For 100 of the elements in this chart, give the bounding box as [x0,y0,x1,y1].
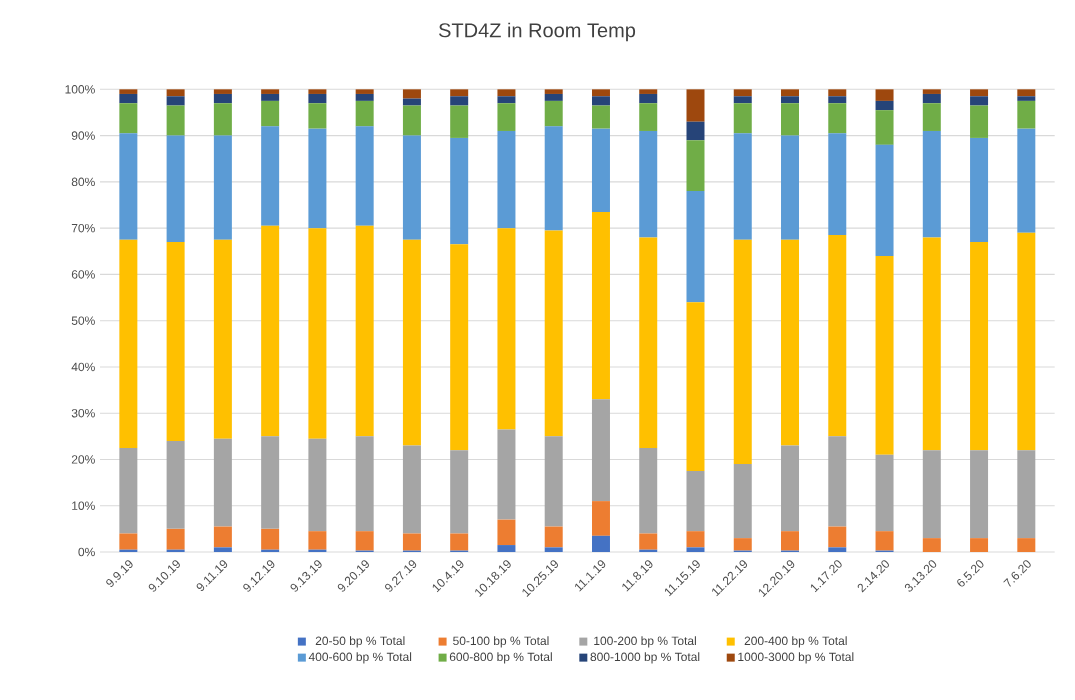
bar [875,454,894,532]
bar [308,228,327,439]
bar [308,103,327,129]
y-tick-label: 0% [78,547,95,557]
y-tick-label: 100% [65,85,95,94]
bar [119,89,138,94]
bar [781,89,800,97]
bar [213,135,232,240]
bar [686,531,705,548]
bar [497,429,516,520]
bar [402,135,421,240]
bar [497,96,516,104]
y-tick-label: 50% [71,316,95,325]
bar [497,228,516,430]
bar [922,130,941,238]
bar [450,105,469,138]
bar [544,436,563,527]
y-tick-label: 20% [71,455,95,464]
bar [261,436,280,529]
bar [402,533,421,551]
bar [213,89,232,94]
bar [355,531,374,551]
bar [875,100,894,111]
legend-label: 50-100 bp % Total [453,636,549,648]
bar [308,93,327,104]
bar [686,471,705,532]
bar [402,239,421,446]
bar [733,103,752,134]
bar [450,137,469,245]
bar [355,436,374,532]
bar [828,133,847,236]
bar [591,128,610,212]
bar [261,100,280,127]
bar [733,538,752,551]
bar [450,244,469,451]
bar [355,225,374,437]
y-tick-label: 40% [71,362,95,372]
bar [166,528,185,550]
bar [402,105,421,136]
bar [544,230,563,437]
bar [1017,128,1036,233]
bar [639,447,658,534]
bar [450,533,469,551]
bar [591,535,610,552]
bar [544,93,563,101]
bar [308,89,327,94]
bar [166,89,185,97]
bar [639,237,658,448]
bar [119,93,138,104]
bar [591,211,610,400]
bar [119,447,138,534]
bar [639,89,658,94]
bar [686,302,705,472]
bar [544,547,563,552]
bar [970,89,989,97]
bar [1017,450,1036,539]
bar [1017,232,1036,451]
bar [733,133,752,240]
bar [970,137,989,243]
bar [733,96,752,104]
bar [213,526,232,548]
y-tick-label: 80% [71,177,95,187]
bar [355,126,374,226]
bar [1017,538,1036,552]
bar [213,103,232,136]
bar [450,96,469,106]
bar [922,450,941,539]
bar [970,450,989,539]
y-tick-label: 10% [72,501,95,510]
bar [686,89,705,122]
bar [497,89,516,97]
bar [402,89,421,99]
bar [922,89,941,94]
bar [875,144,894,256]
bar [922,538,941,552]
bar [497,130,516,229]
bar [261,528,280,550]
bar [970,96,989,106]
bar [402,445,421,534]
bar [781,531,800,551]
legend-label: 20-50 bp % Total [315,636,405,648]
bar [450,89,469,97]
bar [1017,96,1036,101]
bar [970,242,989,451]
bar [828,89,847,97]
bar [308,128,327,229]
bar [591,89,610,97]
bar [875,89,894,101]
bar [733,464,752,539]
bar [591,399,610,502]
bar [1017,89,1036,97]
bar [261,126,280,226]
bar [591,96,610,106]
legend-label: 200-400 bp % Total [744,636,847,648]
bar [686,547,705,552]
bar [213,93,232,104]
bar [119,103,138,134]
bar [450,450,469,534]
bar [781,103,800,136]
bar [308,438,327,532]
